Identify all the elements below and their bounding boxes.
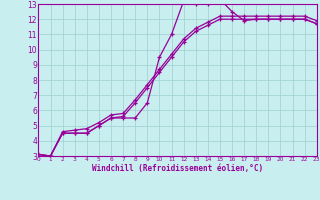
- X-axis label: Windchill (Refroidissement éolien,°C): Windchill (Refroidissement éolien,°C): [92, 164, 263, 173]
